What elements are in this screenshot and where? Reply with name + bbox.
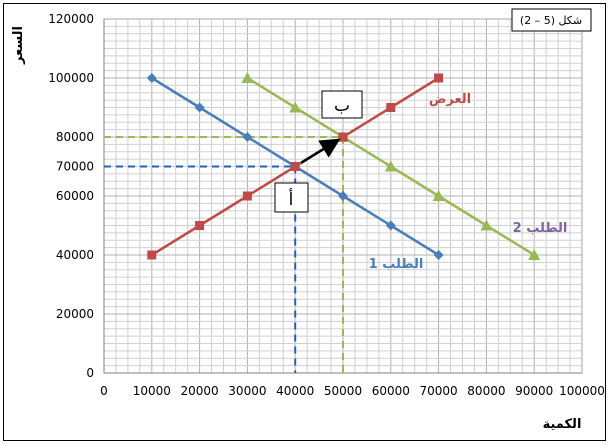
data-point	[385, 220, 396, 231]
tick-labels: 0 10000 20000 30000 40000 50000 60000 70000 8000…	[48, 12, 605, 398]
y-tick-label: 100000	[48, 71, 94, 85]
data-point	[146, 73, 157, 83]
data-point	[386, 103, 396, 112]
x-tick-label: 0	[100, 384, 108, 398]
figure-label: شكل (5 – 2)	[520, 14, 582, 27]
data-point	[195, 221, 205, 230]
data-point	[194, 102, 205, 113]
axes	[103, 19, 582, 374]
x-tick-label: 80000	[467, 384, 505, 398]
data-point	[432, 190, 445, 201]
y-tick-label: 120000	[48, 12, 94, 26]
chart-frame	[3, 3, 606, 441]
point-a-label: أ	[289, 188, 294, 210]
x-tick-label: 100000	[559, 384, 605, 398]
y-tick-label: 20000	[56, 307, 94, 321]
y-axis-title: السعر	[11, 26, 26, 65]
point-a-box	[274, 182, 309, 213]
annotations	[300, 138, 341, 164]
x-tick-label: 90000	[515, 384, 553, 398]
series-group	[146, 72, 541, 260]
y-tick-label: 80000	[56, 130, 94, 144]
shift-arrow	[300, 138, 341, 164]
y-tick-label: 70000	[56, 160, 94, 174]
y-tick-label: 0	[86, 366, 94, 380]
data-point	[147, 250, 157, 260]
guide-lines	[104, 136, 344, 373]
series-label-supply: العرض	[429, 92, 471, 107]
point-b-label: ب	[334, 96, 350, 116]
x-tick-label: 30000	[228, 384, 266, 398]
series-label-demand-1: الطلب 1	[369, 257, 424, 272]
x-tick-label: 60000	[372, 384, 410, 398]
data-point	[241, 72, 254, 83]
y-tick-label: 40000	[56, 248, 94, 262]
data-point	[433, 250, 444, 260]
grid	[103, 18, 583, 374]
point-b-box	[321, 90, 363, 119]
data-point	[434, 73, 444, 83]
data-point	[242, 191, 252, 201]
x-tick-label: 10000	[133, 384, 171, 398]
x-tick-label: 70000	[420, 384, 458, 398]
x-tick-label: 50000	[324, 384, 362, 398]
data-point	[242, 132, 253, 142]
data-point	[480, 219, 493, 231]
series-label-demand-2: الطلب 2	[513, 221, 568, 236]
x-tick-label: 20000	[181, 384, 219, 398]
data-point	[528, 249, 541, 260]
x-tick-label: 40000	[276, 384, 314, 398]
data-point	[290, 162, 300, 171]
data-point	[338, 191, 348, 201]
data-point	[289, 101, 302, 113]
data-point	[338, 132, 348, 142]
x-axis-title: الكمية	[543, 417, 582, 432]
data-point	[384, 160, 397, 172]
figure-label-box	[511, 8, 592, 32]
y-tick-label: 60000	[56, 189, 94, 203]
